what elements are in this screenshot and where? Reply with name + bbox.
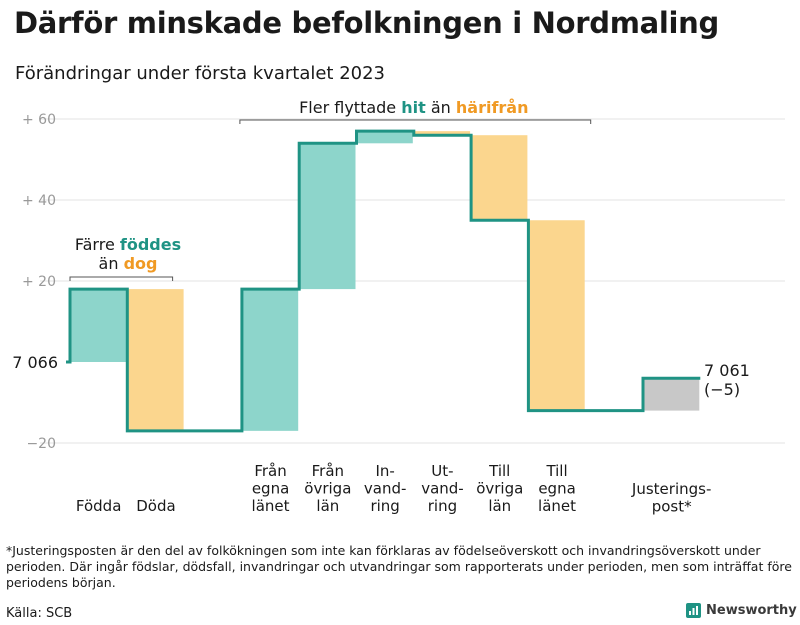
gridlines: + 60 + 40 + 20 −20 7 066 [12,112,785,452]
bars [71,131,700,431]
category-label: egna [538,480,575,498]
waterfall-bar [128,289,184,431]
y-tick-label: −20 [26,436,56,452]
category-label: egna [252,480,289,498]
y-tick-label: + 60 [22,112,56,128]
end-value-label: 7 061 [704,361,750,380]
chart-subtitle: Förändringar under första kvartalet 2023 [15,63,386,84]
footnote: *Justeringsposten är den del av folkökni… [6,543,792,590]
waterfall-bar [300,143,356,290]
y-tick-label: + 20 [22,274,56,290]
newsworthy-logo-icon [686,603,701,618]
category-label: ring [428,497,457,515]
waterfall-bar [472,135,528,221]
category-label: In- [375,462,394,480]
source-label: Källa: SCB [6,606,73,621]
category-label: Från [254,462,286,480]
category-label: Justerings- [631,480,711,498]
end-change-label: (−5) [704,380,740,399]
migration-annotation: Fler flyttade hit än härifrån [299,98,528,117]
y-tick-label: + 40 [22,193,56,209]
category-label: län [488,497,511,515]
waterfall-bar [644,378,700,411]
waterfall-bar [414,131,471,136]
category-label: Döda [136,497,175,515]
category-label: vand- [364,480,407,498]
category-label: ring [370,497,399,515]
cumulative-step-line: 7 061(−5) [66,129,750,433]
waterfall-chart: + 60 + 40 + 20 −20 7 066 7 061(−5) Födda Döda… [12,98,785,516]
birth-death-bracket [69,276,174,281]
category-label: övriga [476,480,523,498]
category-label: länet [538,497,576,515]
category-label: Till [488,462,510,480]
birth-death-annotation-line2: än dog [99,254,158,273]
category-label: länet [252,497,290,515]
category-label: Födda [76,497,122,515]
birth-death-annotation-line1: Färre föddes [75,235,181,254]
brand-name: Newsworthy [706,603,797,618]
category-labels: Födda DödaFrånegnalänetFrånövrigalänIn-va… [76,462,711,516]
category-label: vand- [421,480,464,498]
category-label: post* [652,498,692,516]
category-label: Ut- [431,462,453,480]
brand-logo: Newsworthy [686,603,797,618]
waterfall-bar [529,220,585,411]
chart-title: Därför minskade befolkningen i Nordmalin… [14,6,719,40]
category-label: övriga [304,480,351,498]
category-label: Till [545,462,567,480]
waterfall-bar [357,131,413,144]
cumulative-line [66,129,701,433]
migration-bracket [239,119,592,124]
category-label: län [316,497,339,515]
waterfall-bar [242,289,299,431]
category-label: Från [312,462,344,480]
start-value-label: 7 066 [12,353,58,372]
waterfall-bar [71,289,127,362]
